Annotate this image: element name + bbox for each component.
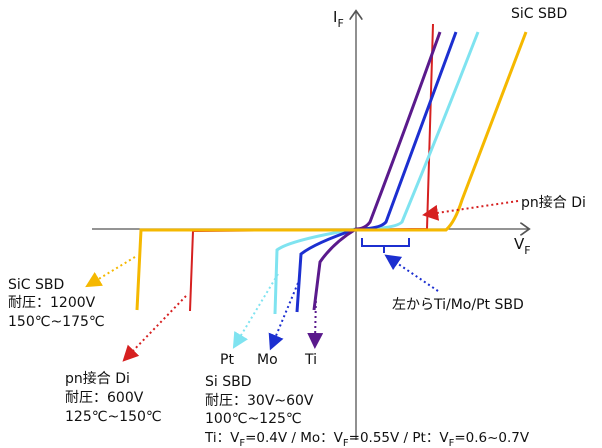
sic-leader-arrow xyxy=(85,256,136,288)
pn-diode-right-label: pn接合 Di xyxy=(521,194,586,211)
pt-leader-arrow xyxy=(232,273,279,349)
si-sbd-pt-curve xyxy=(273,31,480,315)
si-block-temp: 100℃~125℃ xyxy=(205,411,302,427)
si-block-voltage: 耐圧：30V~60V xyxy=(205,393,314,409)
sic-block-voltage: 耐圧：1200V xyxy=(8,295,96,311)
mo-leader-arrow xyxy=(268,282,299,351)
pn-block-temp: 125℃~150℃ xyxy=(65,409,162,425)
compare-note-label: 左からTi/Mo/Pt SBD xyxy=(392,297,524,313)
si-block-vf-line: Ti：VF=0.4V / Mo：VF=0.55V / Pt：VF=0.6~0.7… xyxy=(204,430,530,448)
pn-leader-arrow-left xyxy=(122,295,187,362)
ti-label: Ti xyxy=(304,352,317,368)
mo-label: Mo xyxy=(257,352,278,368)
ti-leader-arrow xyxy=(307,295,324,349)
pn-leader-arrow-right xyxy=(422,200,519,221)
sic-sbd-top-label: SiC SBD xyxy=(511,6,567,22)
pt-label: Pt xyxy=(220,352,234,368)
pn-diode-curve xyxy=(189,23,434,312)
sic-sbd-curve xyxy=(135,31,528,311)
pn-block-title: pn接合 Di xyxy=(65,370,130,387)
pn-block-voltage: 耐圧：600V xyxy=(65,390,144,406)
sic-block-title: SiC SBD xyxy=(8,277,64,293)
x-axis-label: VF xyxy=(514,235,531,257)
si-sbd-mo-curve xyxy=(295,31,458,313)
si-sbd-ti-curve xyxy=(312,31,442,311)
vf-bracket xyxy=(361,238,410,253)
y-axis-label: IF xyxy=(333,8,344,30)
compare-leader-arrow xyxy=(384,254,439,292)
sic-block-temp: 150℃~175℃ xyxy=(8,314,105,330)
si-block-title: Si SBD xyxy=(205,374,252,390)
